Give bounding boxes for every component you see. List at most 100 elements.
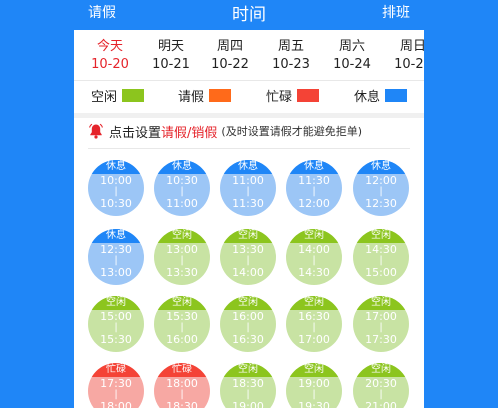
day-tab[interactable]: 周六 10-24 bbox=[322, 38, 382, 73]
time-slot[interactable]: 休息 10:00 | 10:30 bbox=[88, 160, 144, 216]
slot-status: 空闲 bbox=[88, 296, 144, 310]
slot-status: 空闲 bbox=[220, 229, 276, 243]
slot-separator: | bbox=[180, 255, 184, 266]
slot-status: 空闲 bbox=[220, 296, 276, 310]
slot-separator: | bbox=[246, 322, 250, 333]
slot-separator: | bbox=[114, 186, 118, 197]
slot-separator: | bbox=[180, 322, 184, 333]
slot-end-time: 14:00 bbox=[232, 266, 264, 279]
slot-end-time: 21:00 bbox=[365, 400, 397, 408]
day-selector: 今天 10-20 明天 10-21 周四 10-22 周五 10-23 周六 10-24 周日 10-… bbox=[74, 38, 424, 74]
time-slot[interactable]: 空闲 20:30 | 21:00 bbox=[353, 363, 409, 408]
time-slot[interactable]: 休息 11:00 | 11:30 bbox=[220, 160, 276, 216]
time-slot[interactable]: 休息 10:30 | 11:00 bbox=[154, 160, 210, 216]
slot-end-time: 12:30 bbox=[365, 197, 397, 210]
slot-separator: | bbox=[312, 322, 316, 333]
time-slot[interactable]: 空闲 14:30 | 15:00 bbox=[353, 229, 409, 285]
time-slot[interactable]: 忙碌 17:30 | 18:00 bbox=[88, 363, 144, 408]
slot-end-time: 19:30 bbox=[298, 400, 330, 408]
slot-separator: | bbox=[312, 255, 316, 266]
slot-separator: | bbox=[180, 389, 184, 400]
slot-start-time: 11:00 bbox=[232, 174, 264, 187]
slot-status: 空闲 bbox=[220, 363, 276, 377]
slot-status: 空闲 bbox=[353, 363, 409, 377]
day-date: 10-22 bbox=[211, 57, 249, 72]
leave-notice[interactable]: 点击设置 请假/销假 (及时设置请假才能避免拒单) bbox=[88, 119, 418, 143]
slot-start-time: 16:30 bbox=[298, 310, 330, 323]
legend-label: 空闲 bbox=[91, 90, 118, 105]
slot-separator: | bbox=[379, 389, 383, 400]
day-weekday: 周四 bbox=[216, 39, 243, 54]
slot-status: 休息 bbox=[353, 160, 409, 174]
slot-status: 空闲 bbox=[353, 296, 409, 310]
legend-item: 忙碌 bbox=[266, 86, 320, 105]
time-slot[interactable]: 空闲 15:30 | 16:00 bbox=[154, 296, 210, 352]
slot-end-time: 14:30 bbox=[298, 266, 330, 279]
time-slot[interactable]: 空闲 15:00 | 15:30 bbox=[88, 296, 144, 352]
slot-start-time: 12:00 bbox=[365, 174, 397, 187]
leave-cancel-link[interactable]: 请假/销假 bbox=[161, 125, 218, 141]
slot-separator: | bbox=[246, 186, 250, 197]
legend-label: 请假 bbox=[178, 90, 205, 105]
legend-swatch bbox=[385, 89, 408, 102]
slot-separator: | bbox=[180, 186, 184, 197]
time-slot[interactable]: 休息 11:30 | 12:00 bbox=[286, 160, 342, 216]
page-title: 时间 bbox=[232, 5, 266, 25]
slot-separator: | bbox=[312, 186, 316, 197]
slot-end-time: 18:00 bbox=[100, 400, 132, 408]
time-slot[interactable]: 空闲 13:00 | 13:30 bbox=[154, 229, 210, 285]
time-slot[interactable]: 忙碌 18:00 | 18:30 bbox=[154, 363, 210, 408]
slot-separator: | bbox=[312, 389, 316, 400]
slot-separator: | bbox=[246, 389, 250, 400]
day-tab[interactable]: 今天 10-20 bbox=[80, 38, 140, 73]
slot-start-time: 15:30 bbox=[166, 310, 198, 323]
time-slot-grid: 休息 10:00 | 10:30 休息 10:30 | 11:00 休息 11:00 | 11:30 休… bbox=[74, 0, 424, 408]
time-slot[interactable]: 空闲 19:00 | 19:30 bbox=[286, 363, 342, 408]
time-slot[interactable]: 空闲 16:00 | 16:30 bbox=[220, 296, 276, 352]
legend-item: 空闲 bbox=[91, 86, 145, 105]
slot-end-time: 11:30 bbox=[232, 197, 264, 210]
time-slot[interactable]: 空闲 17:00 | 17:30 bbox=[353, 296, 409, 352]
slot-end-time: 13:30 bbox=[166, 266, 198, 279]
divider bbox=[74, 113, 424, 118]
slot-end-time: 13:00 bbox=[100, 266, 132, 279]
slot-end-time: 17:30 bbox=[365, 333, 397, 346]
slot-start-time: 10:00 bbox=[100, 174, 132, 187]
slot-status: 休息 bbox=[88, 160, 144, 174]
slot-start-time: 19:00 bbox=[298, 377, 330, 390]
day-date: 10-21 bbox=[152, 57, 190, 72]
slot-start-time: 14:00 bbox=[298, 243, 330, 256]
slot-separator: | bbox=[379, 322, 383, 333]
notice-hint: (及时设置请假才能避免拒单) bbox=[221, 125, 362, 138]
slot-end-time: 17:00 bbox=[298, 333, 330, 346]
day-date: 10-23 bbox=[272, 57, 310, 72]
header-bar: 请假 时间 排班 bbox=[74, 0, 424, 30]
legend-swatch bbox=[122, 89, 145, 102]
schedule-button[interactable]: 排班 bbox=[382, 5, 410, 21]
slot-separator: | bbox=[246, 255, 250, 266]
time-slot[interactable]: 空闲 13:30 | 14:00 bbox=[220, 229, 276, 285]
day-date: 10-25 bbox=[394, 57, 424, 72]
slot-end-time: 15:30 bbox=[100, 333, 132, 346]
slot-start-time: 18:00 bbox=[166, 377, 198, 390]
day-weekday: 今天 bbox=[96, 39, 123, 54]
day-tab[interactable]: 周日 10-25 bbox=[383, 38, 424, 73]
leave-button[interactable]: 请假 bbox=[88, 5, 116, 21]
slot-start-time: 11:30 bbox=[298, 174, 330, 187]
time-slot[interactable]: 空闲 16:30 | 17:00 bbox=[286, 296, 342, 352]
time-slot[interactable]: 休息 12:30 | 13:00 bbox=[88, 229, 144, 285]
slot-separator: | bbox=[114, 389, 118, 400]
day-tab[interactable]: 明天 10-21 bbox=[141, 38, 201, 73]
slot-start-time: 14:30 bbox=[365, 243, 397, 256]
slot-separator: | bbox=[114, 322, 118, 333]
slot-status: 忙碌 bbox=[88, 363, 144, 377]
legend-label: 休息 bbox=[354, 90, 381, 105]
time-slot[interactable]: 空闲 18:30 | 19:00 bbox=[220, 363, 276, 408]
day-tab[interactable]: 周四 10-22 bbox=[200, 38, 260, 73]
day-tab[interactable]: 周五 10-23 bbox=[261, 38, 321, 73]
time-slot[interactable]: 空闲 14:00 | 14:30 bbox=[286, 229, 342, 285]
time-slot[interactable]: 休息 12:00 | 12:30 bbox=[353, 160, 409, 216]
slot-end-time: 12:00 bbox=[298, 197, 330, 210]
day-weekday: 周五 bbox=[277, 39, 304, 54]
day-date: 10-20 bbox=[91, 57, 129, 72]
